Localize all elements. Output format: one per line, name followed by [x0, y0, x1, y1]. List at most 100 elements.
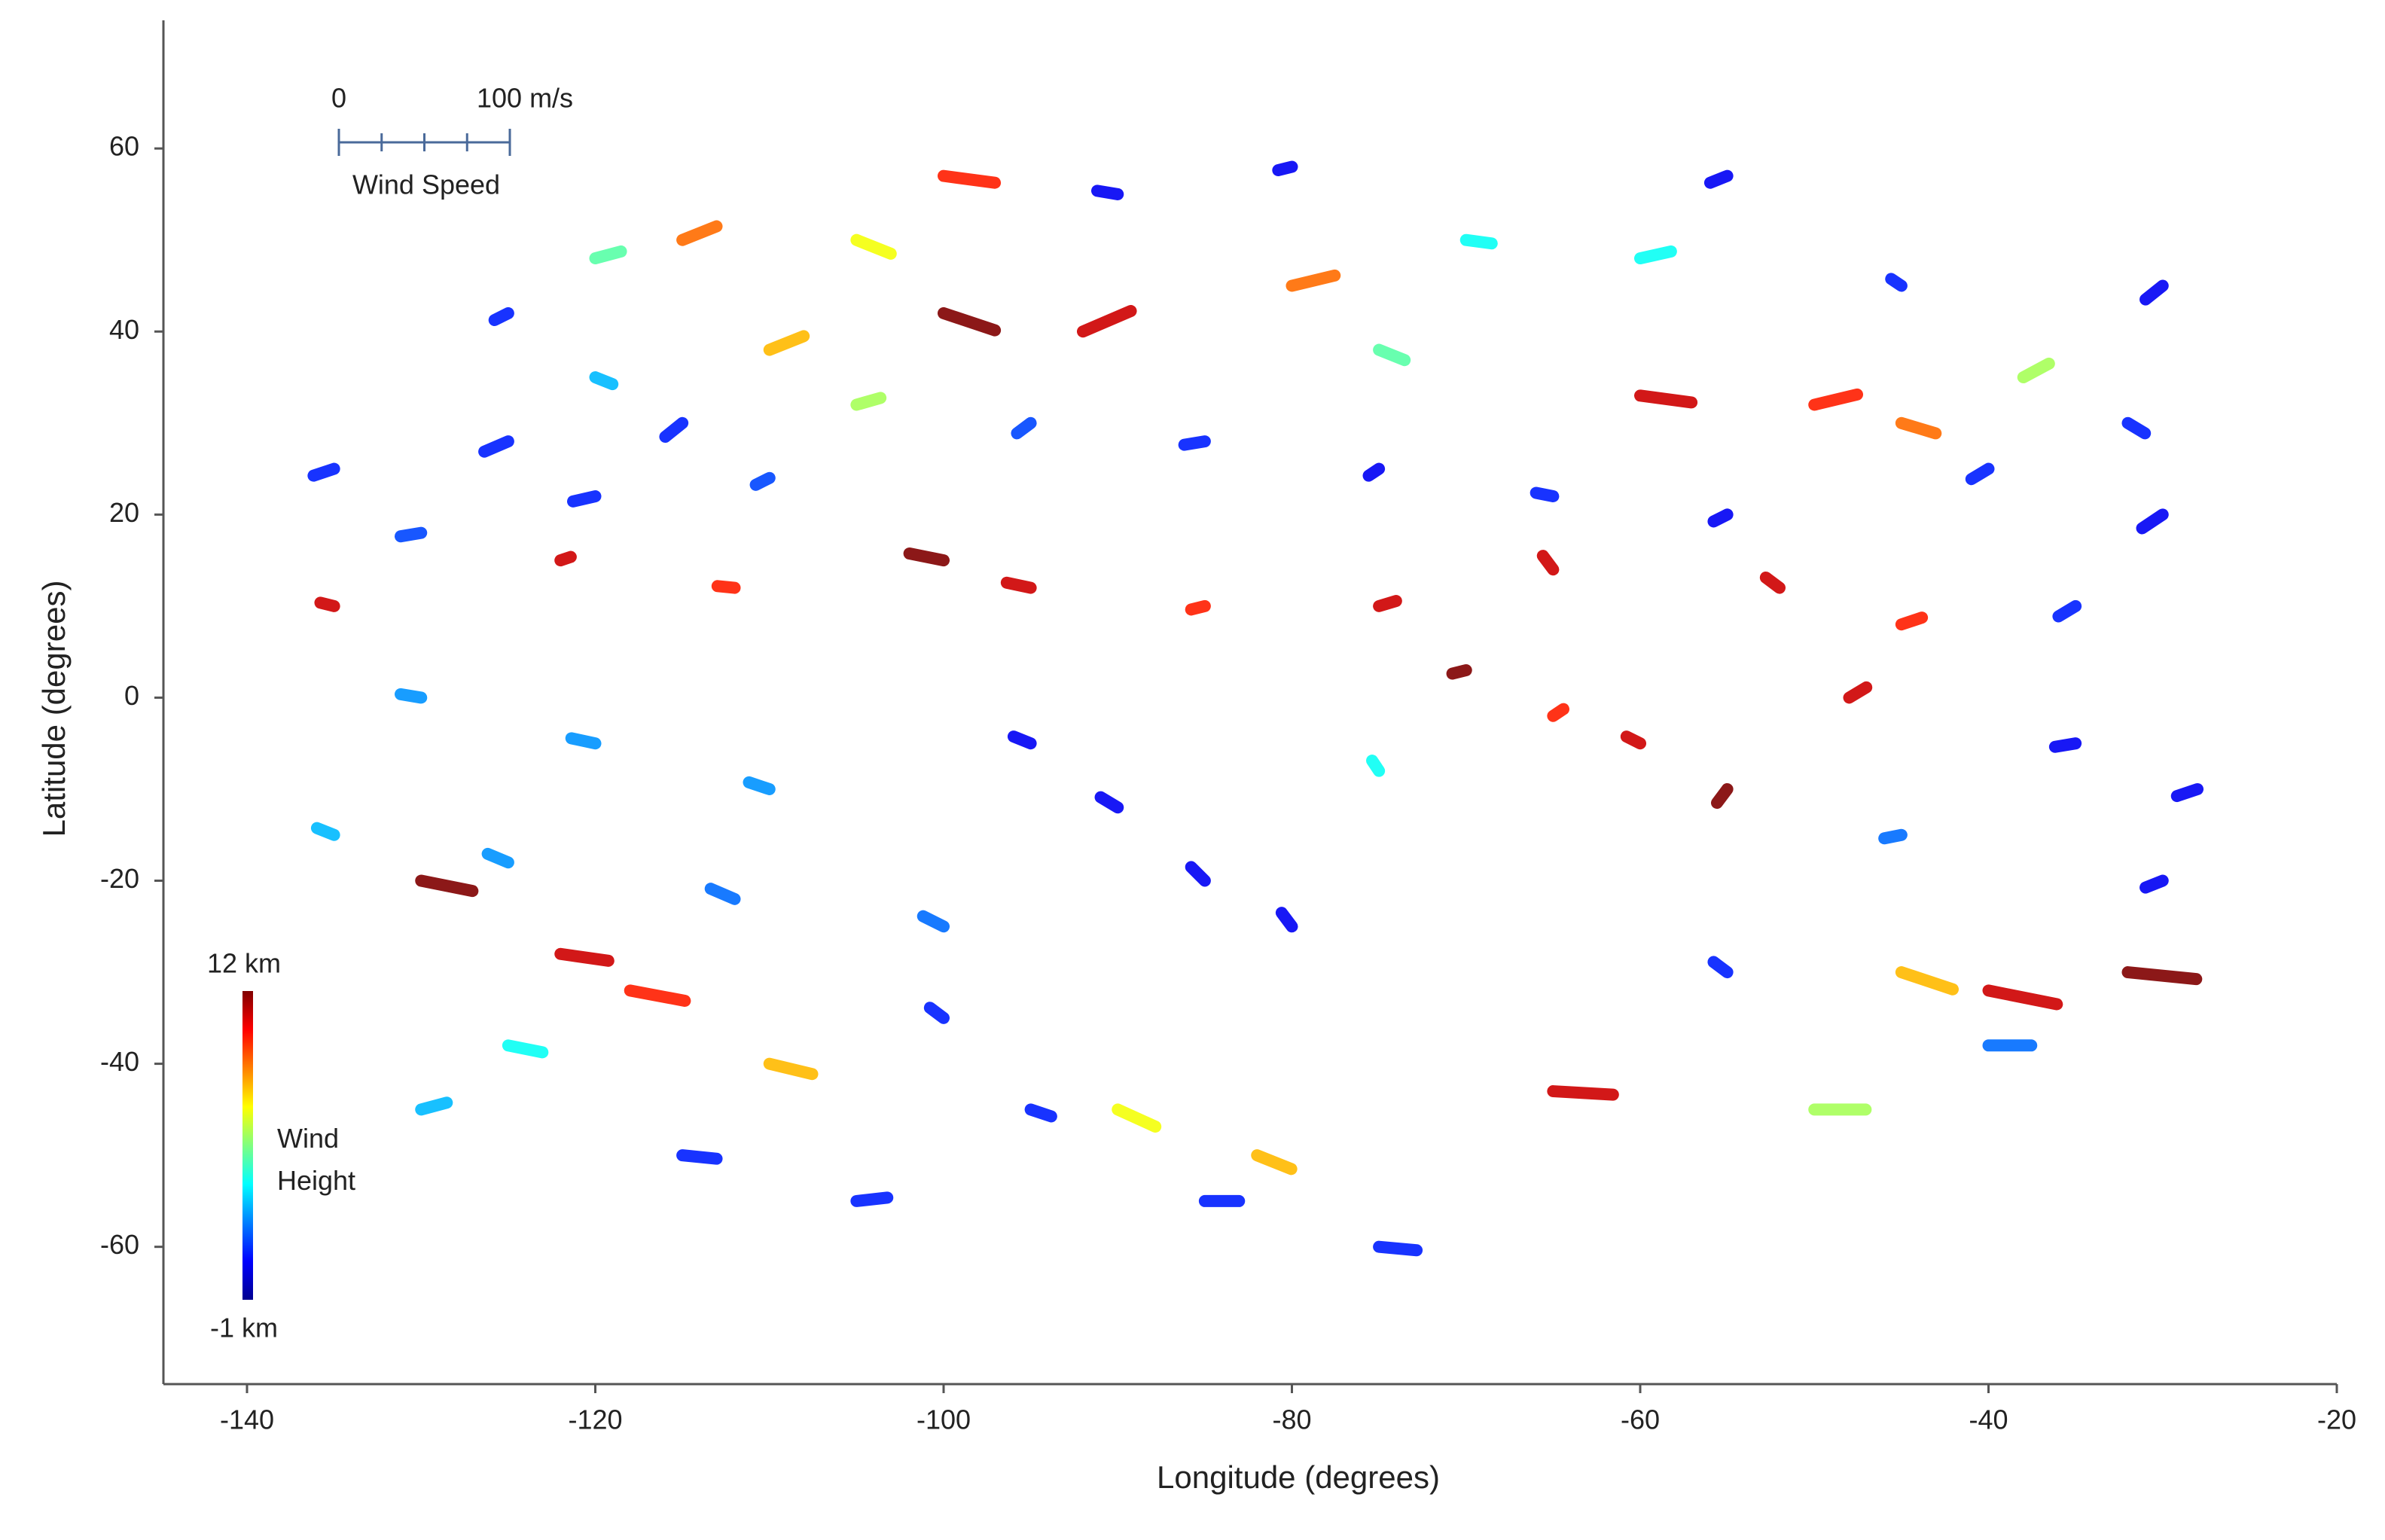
wind-vector [1536, 550, 1560, 576]
colorbar-title: Wind Height [277, 1123, 356, 1196]
wind-vector [2052, 599, 2082, 623]
wind-vector [1024, 1103, 1057, 1123]
wind-vector [1895, 611, 1929, 631]
wind-vector [938, 306, 1002, 337]
wind-vector [1634, 245, 1677, 265]
wind-vector [1759, 571, 1786, 594]
colorbar-label: -1 km [210, 1313, 278, 1343]
wind-vector [1091, 184, 1124, 200]
wind-vector [1373, 343, 1411, 367]
wind-vector [1362, 462, 1386, 482]
wind-vector [1112, 1103, 1162, 1133]
wind-vector [307, 462, 340, 482]
wind-vector [938, 169, 1002, 189]
wind-vector [1185, 599, 1211, 616]
wind-vector [2121, 416, 2152, 440]
wind-vector [1530, 486, 1560, 503]
wind-vector [1366, 755, 1386, 777]
wind-vector [1251, 1149, 1298, 1176]
speed-scale-title: Wind Speed [352, 169, 500, 200]
x-tick-label: -120 [568, 1404, 622, 1435]
wind-vector [1843, 681, 1873, 704]
wind-vector [1459, 233, 1498, 250]
wind-vector [566, 490, 602, 508]
wind-vector [1373, 595, 1402, 612]
wind-vector [923, 1002, 950, 1024]
wind-vector [1272, 160, 1298, 177]
wind-vector [1275, 907, 1298, 933]
y-tick-label: -40 [100, 1046, 139, 1077]
wind-vector [1185, 861, 1211, 887]
y-tick-label: 60 [109, 131, 139, 162]
wind-vector [1547, 703, 1569, 722]
wind-vector [763, 330, 810, 356]
wind-vector [1895, 966, 1959, 996]
wind-vector [1000, 576, 1037, 594]
wind-vector [1373, 1240, 1423, 1257]
wind-vector [1965, 462, 1995, 486]
wind-vector [711, 580, 741, 594]
wind-vector [850, 233, 897, 260]
wind-vector [1620, 730, 1646, 750]
colorbar [242, 991, 253, 1300]
wind-vector [916, 910, 950, 933]
x-tick-label: -20 [2317, 1404, 2356, 1435]
x-tick-label: -40 [1969, 1404, 2008, 1435]
y-tick-label: 20 [109, 497, 139, 528]
wind-vector [502, 1039, 549, 1059]
y-tick-label: -60 [100, 1229, 139, 1260]
wind-vector [1286, 269, 1341, 292]
speed-scale-label: 100 m/s [477, 83, 573, 114]
wind-vector [2139, 279, 2169, 306]
wind-vector [415, 874, 479, 898]
wind-vector [1703, 169, 1734, 189]
wind-vector [704, 883, 741, 905]
wind-vector [589, 371, 619, 391]
x-axis-title: Longitude (degrees) [1157, 1459, 1440, 1495]
x-tick-label: -60 [1621, 1404, 1660, 1435]
wind-vector [481, 847, 514, 869]
colorbar-label: 12 km [207, 948, 281, 979]
wind-vector [659, 416, 689, 443]
wind-vector [2048, 737, 2082, 753]
wind-vector [2170, 782, 2204, 803]
wind-vector [488, 306, 514, 327]
wind-vector [1982, 984, 2063, 1011]
x-tick-label: -140 [220, 1404, 274, 1435]
y-tick-label: 40 [109, 314, 139, 345]
wind-vector [1077, 305, 1137, 338]
wind-vector [1895, 416, 1942, 440]
wind-vector [624, 984, 691, 1007]
wind-vector [763, 1057, 819, 1081]
wind-vector [554, 947, 615, 967]
y-tick-label: -20 [100, 863, 139, 894]
speed-scale-label: 0 [331, 83, 346, 114]
wind-vector [749, 471, 776, 491]
wind-vector [1011, 416, 1037, 440]
y-axis-title: Latitude (degrees) [36, 581, 72, 837]
wind-vector [395, 526, 428, 543]
wind-vector [478, 435, 514, 458]
wind-vector [565, 732, 602, 750]
wind-vector [1808, 388, 1863, 411]
y-tick-label: 0 [124, 680, 139, 711]
x-tick-label: -100 [916, 1404, 971, 1435]
wind-vector [2017, 357, 2055, 384]
wind-vector [1707, 956, 1734, 979]
wind-vector [1634, 389, 1698, 409]
wind-vector [1094, 791, 1124, 814]
wind-vector [676, 1149, 723, 1165]
wind-vector [1878, 828, 1908, 845]
wind-vector [1711, 782, 1734, 810]
wind-vector [1547, 1085, 1619, 1101]
wind-vector [903, 547, 950, 567]
wind-vector [1007, 730, 1037, 750]
wind-vector [676, 220, 723, 246]
wind-vector [850, 392, 887, 411]
vector-layer [307, 160, 2204, 1257]
wind-vector [554, 550, 577, 567]
wind-vector [1178, 435, 1211, 451]
wind-vector [314, 596, 340, 612]
